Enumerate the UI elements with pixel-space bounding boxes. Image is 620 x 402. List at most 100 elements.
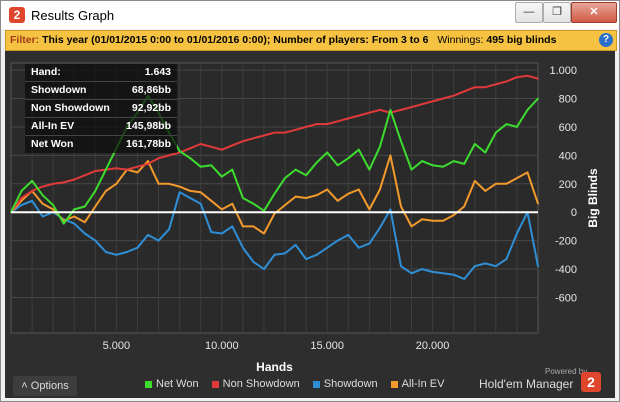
- stat-row-hand: Hand: 1.643: [25, 64, 177, 82]
- data-point: [315, 253, 318, 256]
- x-tick-label: 5.000: [103, 340, 131, 352]
- data-point: [41, 194, 44, 197]
- filter-label: Filter:: [10, 34, 40, 46]
- data-point: [94, 170, 97, 172]
- y-tick-label: 600: [559, 122, 577, 134]
- data-point: [368, 208, 371, 211]
- data-point: [305, 126, 308, 128]
- data-point: [326, 246, 329, 249]
- data-point: [494, 265, 497, 268]
- data-point: [104, 251, 107, 253]
- data-point: [326, 123, 329, 126]
- data-point: [442, 219, 445, 222]
- data-point: [126, 168, 128, 171]
- data-point: [421, 268, 423, 270]
- data-point: [463, 278, 466, 280]
- stat-row-non-showdown: Non Showdown 92,92bb: [25, 100, 177, 118]
- data-point: [62, 181, 65, 184]
- data-point: [389, 108, 392, 111]
- data-point: [431, 100, 434, 103]
- data-point: [484, 151, 487, 154]
- legend-swatch: [312, 380, 320, 388]
- data-point: [421, 218, 423, 221]
- data-point: [400, 205, 402, 208]
- data-point: [389, 154, 392, 157]
- data-point: [400, 140, 402, 143]
- data-point: [83, 221, 86, 224]
- data-point: [516, 177, 518, 180]
- legend-item-all-in-ev[interactable]: All-In EV: [390, 378, 444, 390]
- data-point: [400, 265, 402, 268]
- data-point: [379, 188, 381, 191]
- data-point: [284, 131, 286, 134]
- data-point: [52, 182, 55, 185]
- data-point: [210, 199, 213, 202]
- data-point: [241, 225, 244, 228]
- options-button[interactable]: ˄ Options: [13, 376, 77, 396]
- data-point: [263, 232, 265, 235]
- data-point: [357, 114, 360, 117]
- restore-icon[interactable]: ❐: [543, 2, 571, 23]
- x-tick-label: 15.000: [310, 340, 344, 352]
- data-point: [20, 199, 23, 202]
- data-point: [178, 191, 181, 194]
- data-point: [83, 174, 86, 177]
- data-point: [210, 145, 213, 148]
- data-point: [294, 168, 297, 171]
- data-point: [252, 137, 255, 140]
- stat-value: 161,78bb: [126, 138, 171, 150]
- data-point: [315, 123, 318, 126]
- data-point: [526, 74, 529, 77]
- y-tick-label: -600: [555, 292, 577, 304]
- data-point: [252, 261, 255, 263]
- data-point: [516, 76, 518, 79]
- data-point: [357, 148, 360, 151]
- data-point: [115, 182, 118, 185]
- title-bar[interactable]: 2 Results Graph — ❐ ✕: [1, 1, 619, 29]
- hm2-app-icon: 2: [9, 7, 25, 23]
- legend-item-non-showdown[interactable]: Non Showdown: [211, 378, 300, 390]
- filter-bar[interactable]: Filter: This year (01/01/2015 0:00 to 01…: [5, 30, 617, 51]
- data-point: [516, 232, 518, 235]
- data-point: [326, 151, 329, 154]
- data-point: [273, 192, 276, 195]
- data-point: [189, 189, 192, 192]
- brand-name: Hold'em Manager: [479, 377, 574, 391]
- legend-item-net-won[interactable]: Net Won: [145, 378, 199, 390]
- y-tick-label: -200: [555, 236, 577, 248]
- y-tick-label: 0: [571, 207, 577, 219]
- data-point: [494, 182, 497, 185]
- data-point: [263, 134, 265, 137]
- data-point: [231, 144, 234, 147]
- y-tick-label: 1.000: [549, 65, 577, 77]
- data-point: [199, 165, 202, 168]
- data-point: [284, 252, 286, 255]
- minimize-icon[interactable]: —: [515, 2, 543, 23]
- data-point: [484, 262, 487, 265]
- data-point: [263, 268, 265, 270]
- data-point: [126, 251, 128, 253]
- data-point: [463, 162, 466, 165]
- data-point: [115, 167, 118, 170]
- data-point: [357, 246, 360, 249]
- close-icon[interactable]: ✕: [571, 2, 617, 23]
- y-tick-label: 400: [559, 150, 577, 162]
- legend-item-showdown[interactable]: Showdown: [312, 378, 378, 390]
- data-point: [368, 168, 371, 171]
- data-point: [294, 195, 297, 198]
- winnings-value: 495 big blinds: [486, 34, 557, 46]
- data-point: [421, 160, 423, 162]
- data-point: [336, 239, 339, 242]
- legend-swatch: [211, 380, 219, 388]
- help-icon[interactable]: ?: [599, 33, 613, 47]
- data-point: [368, 111, 371, 114]
- x-tick-label: 20.000: [416, 340, 450, 352]
- y-tick-label: -400: [555, 264, 577, 276]
- filter-text: This year (01/01/2015 0:00 to 01/01/2016…: [42, 34, 429, 46]
- data-point: [41, 215, 44, 218]
- options-label: Options: [30, 380, 69, 392]
- data-point: [199, 202, 202, 205]
- data-point: [347, 234, 350, 236]
- data-point: [178, 150, 181, 153]
